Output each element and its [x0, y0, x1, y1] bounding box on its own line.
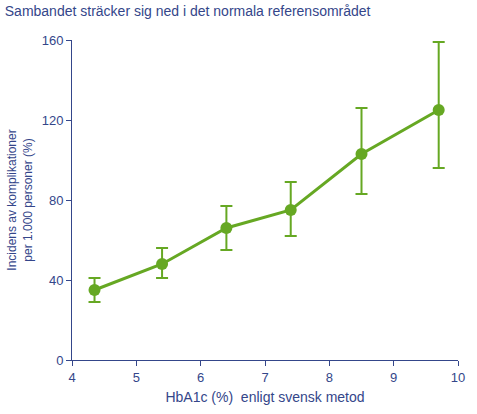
- svg-text:4: 4: [68, 370, 75, 385]
- svg-text:80: 80: [49, 193, 63, 208]
- svg-text:10: 10: [451, 370, 465, 385]
- svg-text:120: 120: [42, 113, 64, 128]
- svg-text:7: 7: [261, 370, 268, 385]
- svg-text:HbA1c (%) enligt svensk metod: HbA1c (%) enligt svensk metod: [165, 389, 364, 405]
- svg-text:6: 6: [197, 370, 204, 385]
- svg-text:8: 8: [326, 370, 333, 385]
- svg-text:9: 9: [390, 370, 397, 385]
- svg-text:160: 160: [42, 33, 64, 48]
- svg-text:Incidens av komplikationerper: Incidens av komplikationerper 1.000 pers…: [5, 129, 35, 270]
- svg-text:Sambandet sträcker sig ned i d: Sambandet sträcker sig ned i det normala…: [5, 3, 371, 19]
- svg-text:5: 5: [133, 370, 140, 385]
- svg-text:0: 0: [56, 353, 63, 368]
- svg-text:40: 40: [49, 273, 63, 288]
